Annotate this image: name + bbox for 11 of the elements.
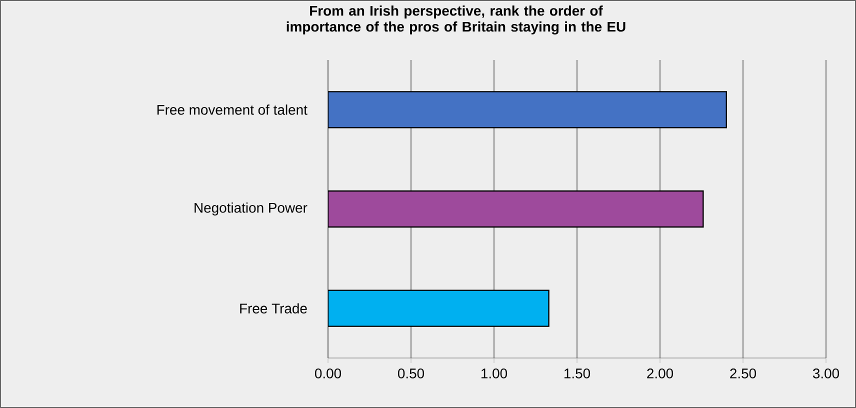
chart-title: From an Irish perspective, rank the order of importance of the pros of Britain staying in the EU — [286, 5, 626, 34]
x-tick-label: 2.00 — [647, 368, 674, 378]
x-tick-label: 0.50 — [398, 368, 424, 378]
x-tick-label: 1.50 — [564, 368, 590, 378]
y-tick-label: Free movement of talent — [157, 104, 308, 115]
x-tick-label: 0.00 — [314, 368, 342, 378]
y-tick-label: Negotiation Power — [194, 202, 308, 216]
y-tick-label: Free Trade — [240, 303, 307, 314]
x-tick-label: 2.50 — [730, 368, 756, 378]
x-tick-label: 1.00 — [481, 368, 508, 378]
x-tick-label: 3.00 — [812, 368, 840, 378]
